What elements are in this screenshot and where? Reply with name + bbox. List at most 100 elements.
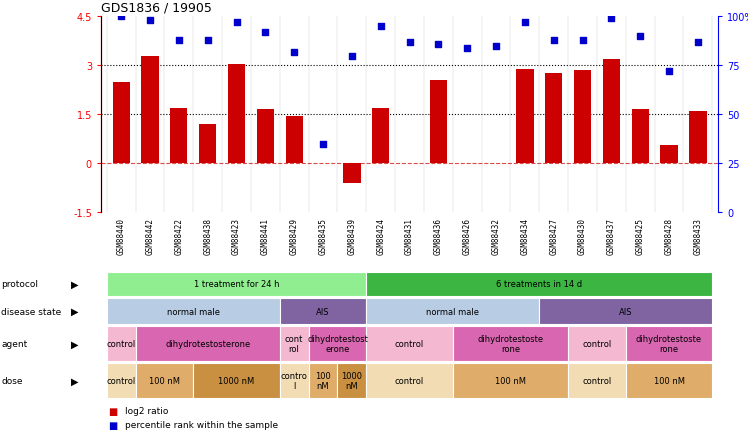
Text: disease state: disease state	[1, 307, 62, 316]
Bar	[367, 298, 539, 325]
Text: GSM88422: GSM88422	[174, 217, 183, 254]
Bar	[309, 364, 337, 398]
Text: cont
rol: cont rol	[285, 335, 304, 353]
Bar	[107, 327, 135, 361]
Text: ■: ■	[108, 406, 117, 415]
Point	[490, 43, 502, 50]
Text: GSM88438: GSM88438	[203, 217, 212, 254]
Bar	[199, 125, 216, 164]
Point	[663, 69, 675, 76]
Text: GSM88437: GSM88437	[607, 217, 616, 254]
Bar	[626, 364, 712, 398]
Bar	[107, 272, 367, 296]
Bar	[453, 327, 568, 361]
Point	[462, 45, 473, 52]
Point	[577, 37, 589, 44]
Bar	[343, 164, 361, 183]
Text: normal male: normal male	[426, 307, 479, 316]
Point	[548, 37, 560, 44]
Bar	[539, 298, 712, 325]
Text: GSM88440: GSM88440	[117, 217, 126, 254]
Text: GSM88431: GSM88431	[405, 217, 414, 254]
Text: GSM88436: GSM88436	[434, 217, 443, 254]
Text: 6 treatments in 14 d: 6 treatments in 14 d	[496, 280, 583, 289]
Text: percentile rank within the sample: percentile rank within the sample	[125, 421, 278, 429]
Point	[144, 18, 156, 25]
Point	[346, 53, 358, 60]
Text: 100
nM: 100 nM	[315, 372, 331, 390]
Text: dihydrotestost
erone: dihydrotestost erone	[307, 335, 368, 353]
Text: log2 ratio: log2 ratio	[125, 406, 168, 415]
Point	[173, 37, 185, 44]
Text: GDS1836 / 19905: GDS1836 / 19905	[101, 2, 212, 15]
Text: dihydrotestoste
rone: dihydrotestoste rone	[477, 335, 544, 353]
Point	[692, 39, 704, 46]
Bar	[453, 364, 568, 398]
Bar	[574, 71, 591, 164]
Text: GSM88427: GSM88427	[549, 217, 558, 254]
Bar	[367, 364, 453, 398]
Point	[115, 14, 127, 21]
Bar	[626, 327, 712, 361]
Bar	[372, 108, 390, 164]
Bar	[545, 74, 562, 164]
Bar	[135, 327, 280, 361]
Text: AIS: AIS	[619, 307, 633, 316]
Bar	[280, 364, 309, 398]
Bar	[141, 56, 159, 164]
Bar	[568, 364, 626, 398]
Bar	[631, 110, 649, 164]
Text: GSM88434: GSM88434	[521, 217, 530, 254]
Point	[202, 37, 214, 44]
Point	[230, 20, 242, 26]
Text: control: control	[106, 376, 136, 385]
Text: agent: agent	[1, 339, 28, 349]
Bar	[286, 117, 303, 164]
Text: 100 nM: 100 nM	[149, 376, 180, 385]
Text: ▶: ▶	[71, 306, 79, 316]
Text: GSM88424: GSM88424	[376, 217, 385, 254]
Bar	[280, 327, 309, 361]
Text: AIS: AIS	[316, 307, 330, 316]
Text: 1 treatment for 24 h: 1 treatment for 24 h	[194, 280, 279, 289]
Bar	[257, 110, 274, 164]
Point	[288, 49, 300, 56]
Point	[375, 24, 387, 31]
Bar	[112, 82, 130, 164]
Point	[260, 30, 272, 36]
Text: normal male: normal male	[167, 307, 220, 316]
Text: ■: ■	[108, 420, 117, 430]
Text: control: control	[583, 376, 612, 385]
Text: GSM88425: GSM88425	[636, 217, 645, 254]
Bar	[689, 112, 707, 164]
Bar	[107, 364, 135, 398]
Point	[404, 39, 416, 46]
Text: ▶: ▶	[71, 339, 79, 349]
Text: ▶: ▶	[71, 376, 79, 386]
Bar	[135, 364, 193, 398]
Text: 100 nM: 100 nM	[654, 376, 684, 385]
Bar	[107, 298, 280, 325]
Text: dihydrotestoste
rone: dihydrotestoste rone	[636, 335, 702, 353]
Text: control: control	[583, 339, 612, 349]
Text: GSM88430: GSM88430	[578, 217, 587, 254]
Text: GSM88435: GSM88435	[319, 217, 328, 254]
Point	[519, 20, 531, 26]
Bar	[280, 298, 367, 325]
Point	[432, 41, 444, 48]
Text: 100 nM: 100 nM	[495, 376, 526, 385]
Text: GSM88441: GSM88441	[261, 217, 270, 254]
Text: GSM88429: GSM88429	[289, 217, 298, 254]
Text: GSM88423: GSM88423	[232, 217, 241, 254]
Text: GSM88426: GSM88426	[463, 217, 472, 254]
Bar	[660, 146, 678, 164]
Text: ▶: ▶	[71, 279, 79, 289]
Text: control: control	[106, 339, 136, 349]
Bar	[193, 364, 280, 398]
Bar	[309, 327, 367, 361]
Text: GSM88439: GSM88439	[347, 217, 356, 254]
Bar	[429, 81, 447, 164]
Bar	[171, 108, 188, 164]
Point	[317, 141, 329, 148]
Text: 1000 nM: 1000 nM	[218, 376, 254, 385]
